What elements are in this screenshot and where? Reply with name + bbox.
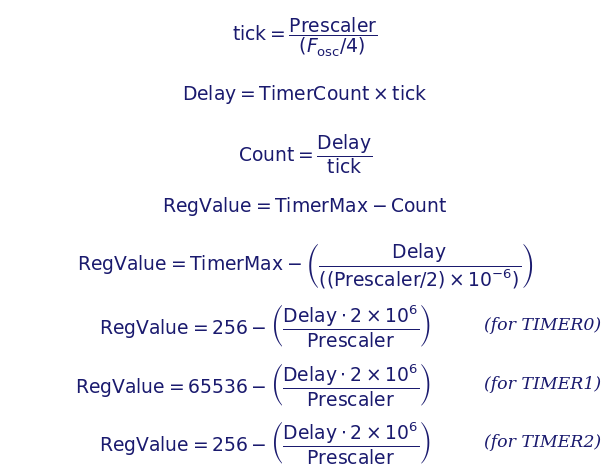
Text: $\mathrm{Delay} = \mathrm{TimerCount} \times \mathrm{tick}$: $\mathrm{Delay} = \mathrm{TimerCount} \t…: [182, 83, 428, 106]
Text: (for TIMER0): (for TIMER0): [484, 317, 601, 334]
Text: (for TIMER1): (for TIMER1): [484, 376, 601, 393]
Text: $\mathrm{RegValue} = \mathrm{TimerMax} - \left( \dfrac{\mathrm{Delay}}{((\mathrm: $\mathrm{RegValue} = \mathrm{TimerMax} -…: [77, 241, 533, 290]
Text: (for TIMER2): (for TIMER2): [484, 434, 601, 451]
Text: $\mathrm{RegValue} = 256 - \left( \dfrac{\mathrm{Delay} \cdot 2 \times 10^{6}}{\: $\mathrm{RegValue} = 256 - \left( \dfrac…: [99, 302, 431, 349]
Text: $\mathrm{tick} = \dfrac{\mathrm{Prescaler}}{(F_{\mathrm{osc}}/4)}$: $\mathrm{tick} = \dfrac{\mathrm{Prescale…: [232, 16, 378, 59]
Text: $\mathrm{RegValue} = \mathrm{TimerMax} - \mathrm{Count}$: $\mathrm{RegValue} = \mathrm{TimerMax} -…: [162, 195, 448, 218]
Text: $\mathrm{Count} = \dfrac{\mathrm{Delay}}{\mathrm{tick}}$: $\mathrm{Count} = \dfrac{\mathrm{Delay}}…: [238, 133, 372, 176]
Text: $\mathrm{RegValue} = 256 - \left( \dfrac{\mathrm{Delay} \cdot 2 \times 10^{6}}{\: $\mathrm{RegValue} = 256 - \left( \dfrac…: [99, 419, 431, 466]
Text: $\mathrm{RegValue} = 65536 - \left( \dfrac{\mathrm{Delay} \cdot 2 \times 10^{6}}: $\mathrm{RegValue} = 65536 - \left( \dfr…: [75, 361, 431, 408]
